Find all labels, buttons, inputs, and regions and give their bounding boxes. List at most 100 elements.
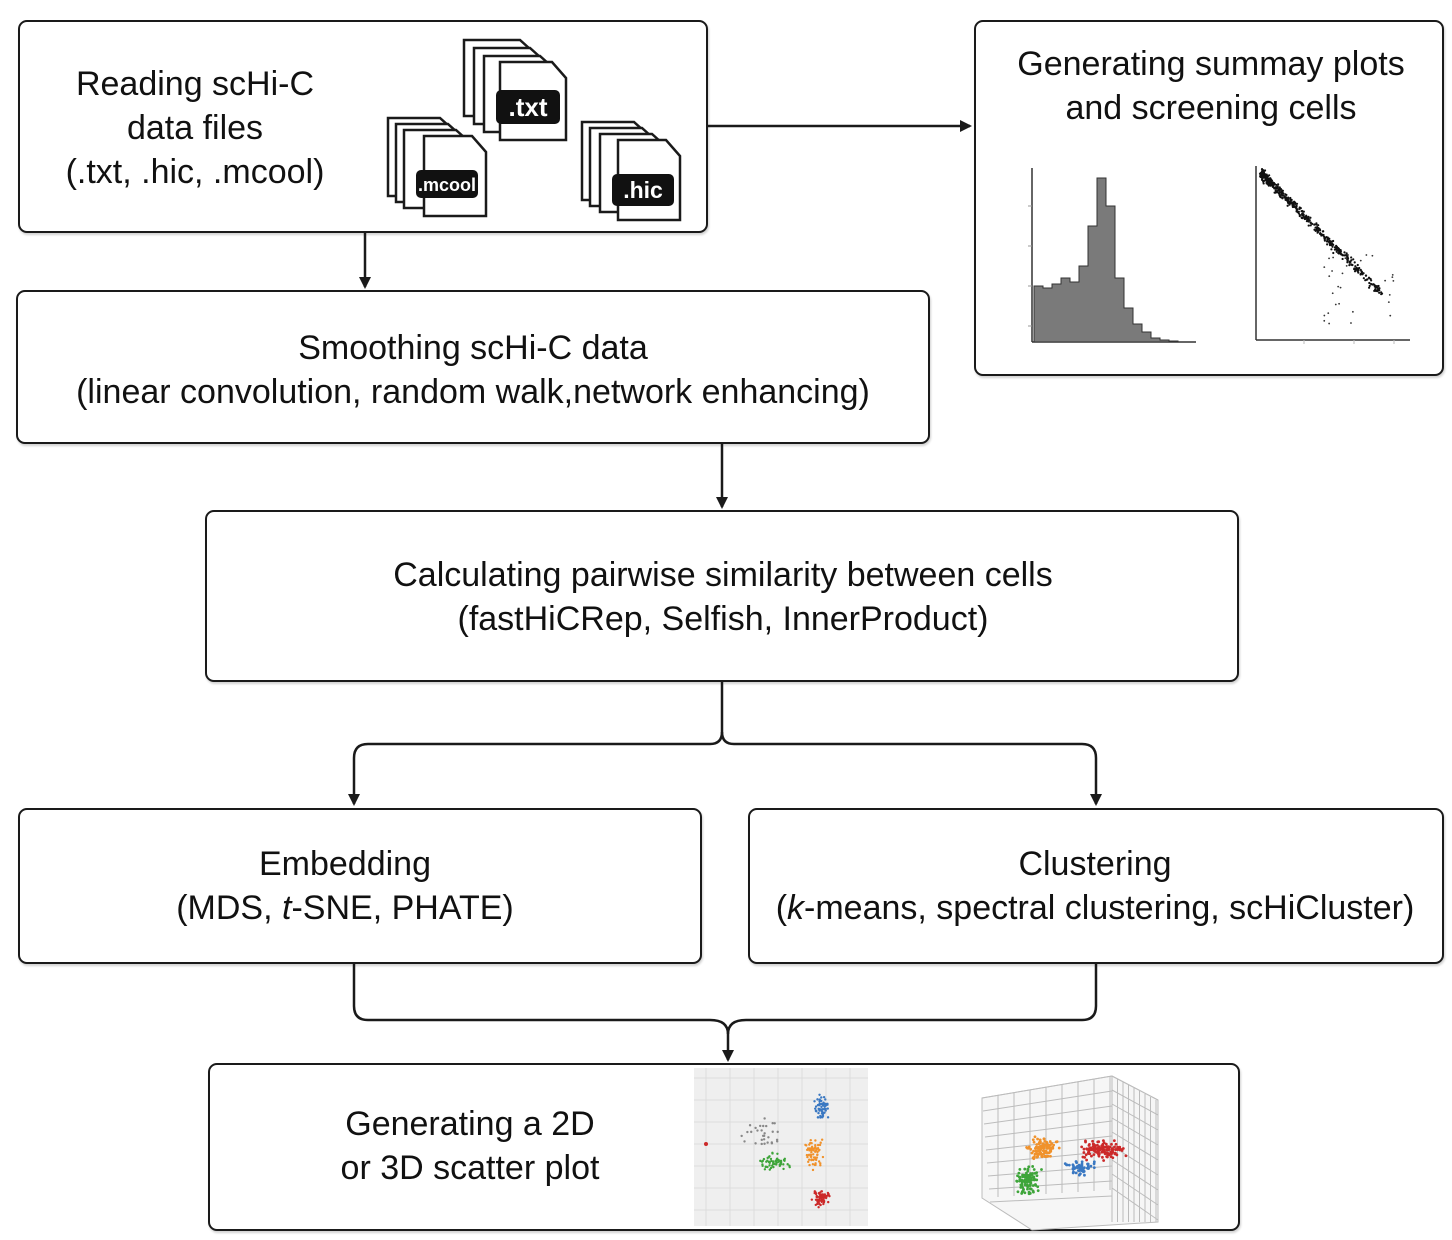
scatter-2d-point [820, 1096, 823, 1099]
scatter-3d-point [1043, 1149, 1047, 1153]
screening-point [1338, 249, 1341, 252]
scatter-2d-point [822, 1198, 825, 1201]
scatter-2d-point [779, 1160, 783, 1164]
node-smoothing [16, 290, 930, 444]
scatter-2d-point [826, 1116, 830, 1119]
scatter-3d-point [1049, 1154, 1052, 1158]
summary-line-1: Generating summay plots [1017, 45, 1405, 83]
screening-point [1339, 286, 1342, 289]
scatter-3d-point [1032, 1149, 1035, 1153]
scatter-2d-point [771, 1152, 774, 1155]
screening-point [1296, 208, 1299, 211]
screening-point [1263, 179, 1266, 182]
screening-point [1341, 257, 1344, 261]
scatter-2d-point [763, 1132, 766, 1135]
histogram-thumbnail [1028, 168, 1196, 343]
scatter-2d-point [820, 1112, 824, 1115]
embedding-title: Embedding [258, 845, 431, 883]
screening-point [1265, 175, 1268, 178]
scatter-3d-point [1027, 1192, 1031, 1196]
grid-line [982, 1090, 1113, 1112]
scatter-3d-point [1036, 1189, 1040, 1193]
scatter-3d-point [1078, 1172, 1082, 1176]
scatter-3d-point [1080, 1145, 1084, 1149]
histogram-bars [1033, 177, 1196, 343]
scatter-2d-point [783, 1157, 787, 1161]
scatter-3d-point [1052, 1143, 1056, 1147]
scatter-line-1: Generating a 2D [345, 1105, 595, 1143]
screening-point [1279, 188, 1283, 191]
txt-file-label: .txt [509, 92, 548, 122]
screening-point [1333, 248, 1337, 251]
scatter-2d-point [817, 1107, 820, 1111]
scatter-3d-point [1018, 1175, 1022, 1179]
screening-point [1316, 226, 1319, 229]
screening-point [1352, 258, 1355, 261]
screening-point [1346, 253, 1349, 256]
scatter-2d-point [809, 1138, 812, 1142]
screening-point [1328, 244, 1332, 247]
scatter-2d-point [809, 1153, 812, 1156]
scatter-2d-point [808, 1149, 811, 1152]
scatter-2d-point [766, 1156, 769, 1160]
scatter-3d-point [1103, 1152, 1107, 1156]
scatter-3d-thumbnail [981, 1075, 1159, 1231]
scatter-3d-point [1118, 1145, 1122, 1149]
reading-label: Reading scHi-C data files (.txt, .hic, .… [40, 62, 350, 194]
scatter-2d-point [814, 1158, 818, 1162]
screening-point [1282, 192, 1285, 195]
scatter-3d-point [1032, 1190, 1035, 1194]
screening-point [1290, 201, 1293, 204]
scatter-2d-point [816, 1143, 820, 1147]
scatter-3d-point [1023, 1183, 1027, 1187]
scatter-3d-point [1082, 1147, 1086, 1151]
scatter-3d-point [1026, 1185, 1030, 1189]
screening-point [1263, 172, 1266, 176]
scatter-3d-point [1029, 1181, 1033, 1185]
screening-point [1319, 231, 1322, 235]
scatter-3d-point [1045, 1140, 1049, 1144]
scatter-2d-point [822, 1201, 826, 1204]
scatter-3d-point [1025, 1171, 1028, 1175]
screening-point [1372, 283, 1376, 286]
scatter-2d-point [746, 1130, 749, 1134]
scatter-2d-point [818, 1143, 822, 1147]
hic-file-icon: .hic [580, 120, 682, 222]
scatter-3d-point [1030, 1151, 1034, 1155]
scatter-3d-point [1025, 1145, 1029, 1149]
scatter-2d-point [814, 1203, 817, 1207]
screening-point [1296, 211, 1299, 214]
scatter-2d-point [775, 1163, 778, 1166]
screening-point [1285, 196, 1288, 199]
scatter-2d-point [821, 1114, 825, 1118]
scatter-2d-point [817, 1149, 821, 1152]
scatter-2d-point [820, 1195, 824, 1198]
scatter-3d-point [1038, 1138, 1042, 1142]
scatter-2d-point [819, 1164, 822, 1167]
scatter-3d-point [1031, 1184, 1035, 1187]
scatter-3d-point [1029, 1172, 1032, 1176]
screening-point [1331, 245, 1334, 248]
arrow-similarity-split [348, 682, 724, 806]
screening-point [1341, 272, 1344, 275]
screening-point [1309, 224, 1312, 227]
scatter-2d-point [807, 1158, 811, 1161]
screening-point [1374, 288, 1377, 291]
screening-point [1362, 277, 1365, 280]
scatter-3d-point [1111, 1150, 1115, 1154]
scatter-3d-point [1087, 1166, 1090, 1170]
scatter-3d-point [1083, 1155, 1087, 1159]
screening-point [1276, 187, 1279, 190]
screening-point [1378, 287, 1381, 290]
scatter-2d-point [814, 1162, 817, 1165]
scatter-2d-point [820, 1099, 823, 1103]
screening-point [1271, 185, 1275, 188]
scatter-3d-point [1076, 1164, 1079, 1168]
scatter-3d-point [1032, 1177, 1036, 1181]
scatter-2d-point [777, 1160, 780, 1164]
screening-point [1340, 253, 1343, 256]
scatter-3d-point [1086, 1162, 1090, 1166]
screening-point [1365, 278, 1368, 281]
scatter-2d-point [810, 1158, 813, 1162]
screening-point [1278, 186, 1281, 189]
